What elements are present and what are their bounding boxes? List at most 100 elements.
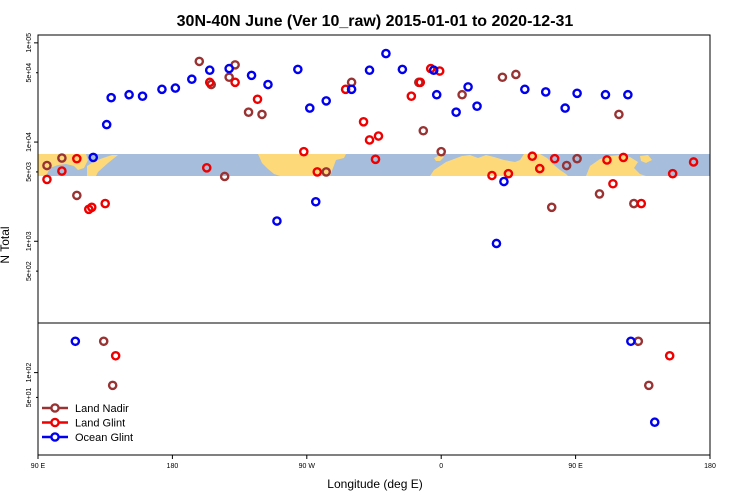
- ocean-glint-point: [70, 336, 81, 347]
- land-glint-point: [358, 117, 369, 127]
- ocean-glint-point: [431, 89, 442, 100]
- land-nadir-point: [107, 380, 118, 391]
- ocean-glint-point: [463, 82, 473, 92]
- land-glint-point: [602, 155, 612, 165]
- ocean-glint-point: [106, 92, 116, 103]
- ocean-glint-point: [626, 336, 636, 347]
- y-tick-label-upper: 1e+03: [26, 231, 33, 251]
- land-nadir-point: [629, 198, 639, 209]
- land-glint-point: [57, 166, 67, 176]
- land-glint-point: [42, 174, 52, 185]
- y-tick-label-upper-minor: 5e+04: [26, 63, 33, 83]
- ocean-glint-point: [499, 176, 509, 187]
- land-glint-point: [312, 167, 323, 177]
- land-glint-point: [664, 350, 675, 361]
- legend-marker-land-nadir: [50, 403, 60, 413]
- land-glint-point: [252, 94, 263, 105]
- land-nadir-point: [42, 160, 52, 171]
- ocean-glint-point: [520, 84, 530, 95]
- x-tick-label: 180: [704, 463, 716, 470]
- land-nadir-point: [321, 167, 332, 177]
- ocean-glint-point: [472, 101, 482, 111]
- x-tick-label: 0: [439, 463, 443, 470]
- land-mass-7: [640, 155, 652, 163]
- land-glint-point: [370, 154, 381, 165]
- ocean-glint-point: [137, 91, 148, 101]
- land-mass-2: [38, 154, 88, 176]
- ocean-glint-point: [304, 103, 315, 113]
- x-tick-label: 180: [167, 463, 179, 470]
- ocean-glint-point: [204, 65, 215, 76]
- ocean-glint-point: [157, 84, 167, 95]
- land-glint-point: [503, 168, 514, 179]
- land-glint-point: [688, 157, 699, 167]
- ocean-glint-point: [246, 70, 257, 81]
- ocean-glint-point: [346, 84, 357, 95]
- y-axis-upper: 1e+03 1e+04 1e+05 5e+02 5e+03 5e+04: [26, 33, 38, 281]
- ocean-glint-point: [560, 103, 570, 113]
- land-glint-point: [618, 152, 629, 163]
- land-nadir-point: [643, 380, 654, 391]
- ocean-glint-point: [170, 83, 181, 93]
- legend: Land Nadir Land Glint Ocean Glint: [42, 403, 133, 444]
- y-tick-label-upper-minor: 5e+03: [26, 162, 33, 182]
- ocean-glint-point: [224, 63, 234, 74]
- ocean-glint-point: [540, 87, 551, 97]
- land-nadir-point: [219, 171, 230, 182]
- data-points: [42, 48, 699, 428]
- ocean-glint-point: [600, 89, 611, 100]
- land-mass-5: [434, 155, 444, 161]
- ocean-glint-point: [124, 89, 134, 100]
- land-nadir-point: [572, 153, 582, 164]
- ocean-glint-point: [310, 196, 321, 207]
- land-nadir-point: [257, 109, 267, 120]
- ocean-glint-point: [272, 216, 282, 226]
- legend-label-ocean-glint: Ocean Glint: [75, 432, 133, 444]
- ocean-glint-point: [364, 65, 375, 76]
- legend-label-land-glint: Land Glint: [75, 418, 125, 430]
- land-glint-point: [667, 168, 678, 179]
- ocean-glint-point: [263, 79, 273, 90]
- y-tick-label-upper: 1e+04: [26, 132, 33, 152]
- land-glint-point: [201, 163, 212, 173]
- land-glint-point: [340, 84, 351, 95]
- land-glint-point: [406, 91, 417, 101]
- land-nadir-point: [497, 72, 508, 83]
- land-nadir-point: [224, 72, 234, 83]
- land-nadir-point: [194, 56, 205, 67]
- ocean-glint-point: [623, 89, 633, 100]
- land-nadir-point: [457, 89, 467, 100]
- x-tick-label: 90 W: [299, 463, 316, 470]
- land-glint-point: [534, 163, 545, 174]
- land-nadir-point: [546, 202, 557, 213]
- y-tick-label-lower-minor: 5e+01: [26, 387, 33, 407]
- ocean-glint-point: [88, 152, 99, 163]
- y-tick-label-upper-minor: 5e+02: [26, 261, 33, 281]
- ocean-glint-point: [491, 238, 502, 249]
- plot-frame: [37, 34, 711, 456]
- ocean-glint-point: [187, 74, 197, 85]
- land-nadir-point: [561, 160, 572, 171]
- x-axis-label: Longitude (deg E): [327, 477, 422, 491]
- x-axis: 90 E 180 90 W 0 90 E 180: [31, 455, 716, 470]
- y-tick-label-upper: 1e+05: [26, 33, 33, 53]
- land-nadir-point: [511, 69, 521, 80]
- land-glint-point: [299, 146, 309, 157]
- x-tick-label: 90 E: [31, 463, 46, 470]
- land-glint-point: [230, 77, 240, 88]
- land-glint-point: [487, 170, 497, 181]
- land-nadir-point: [614, 109, 624, 120]
- legend-marker-ocean-glint: [50, 432, 60, 442]
- land-glint-point: [527, 151, 538, 162]
- land-nadir-point: [436, 146, 447, 157]
- land-nadir-point: [98, 336, 109, 347]
- land-glint-point: [415, 77, 426, 88]
- land-nadir-point: [633, 336, 644, 347]
- land-nadir-point: [243, 107, 254, 117]
- land-glint-point: [373, 131, 384, 141]
- ocean-glint-point: [293, 64, 303, 75]
- land-glint-point: [204, 77, 215, 88]
- land-glint-point: [110, 350, 121, 361]
- land-glint-point: [72, 153, 82, 164]
- legend-marker-land-glint: [50, 417, 60, 428]
